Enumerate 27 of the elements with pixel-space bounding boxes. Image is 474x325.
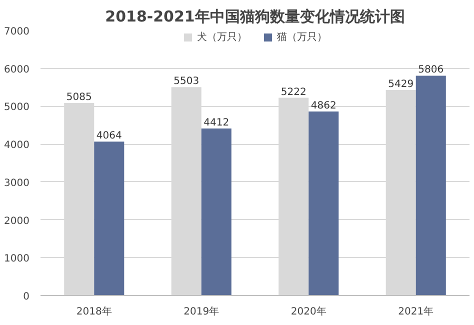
y-tick-label: 4000 <box>4 140 30 152</box>
bar <box>308 111 339 296</box>
y-tick-label: 0 <box>23 292 30 302</box>
legend-label: 猫（万只） <box>277 31 327 44</box>
x-tick-label: 2021年 <box>398 306 434 318</box>
data-label: 4064 <box>96 130 122 142</box>
y-tick-label: 5000 <box>4 102 30 114</box>
data-label: 5503 <box>174 76 200 88</box>
y-tick-label: 1000 <box>4 254 30 265</box>
data-label: 4862 <box>310 100 336 112</box>
x-tick-label: 2019年 <box>184 306 220 318</box>
data-label: 5806 <box>418 64 444 76</box>
bar <box>94 142 124 296</box>
y-tick-label: 6000 <box>4 64 30 76</box>
data-label: 5429 <box>388 78 414 90</box>
data-label: 5085 <box>66 92 92 103</box>
bar <box>416 76 446 296</box>
y-tick-label: 3000 <box>4 178 30 189</box>
y-tick-label: 2000 <box>4 216 30 227</box>
x-tick-label: 2018年 <box>76 306 112 318</box>
legend-label: 犬（万只） <box>197 30 247 44</box>
data-label: 5222 <box>280 86 306 98</box>
y-tick-label: 7000 <box>4 26 30 38</box>
data-label: 4412 <box>204 117 230 128</box>
bar <box>201 128 232 296</box>
x-tick-label: 2020年 <box>290 306 326 318</box>
chart-title: 2018-2021年中国猫狗数量变化情况统计图 <box>105 8 405 26</box>
